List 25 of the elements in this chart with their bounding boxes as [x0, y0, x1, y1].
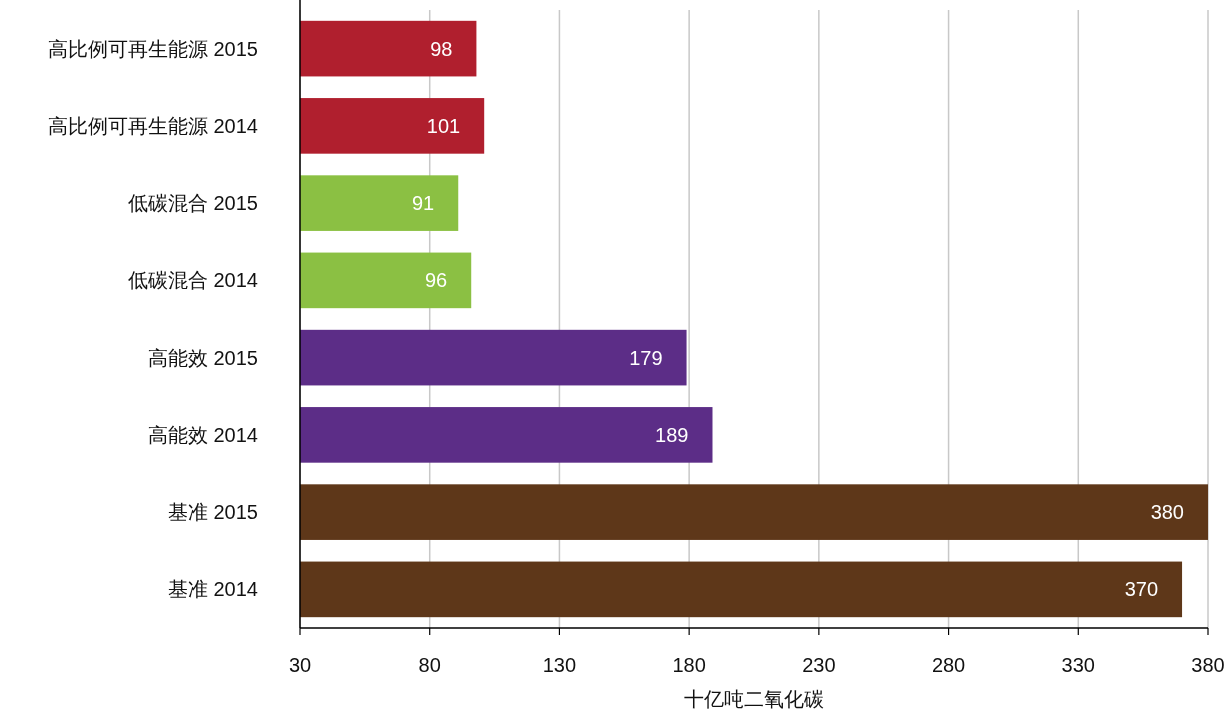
x-tick-label: 280	[931, 654, 966, 676]
data-label: 96	[424, 269, 448, 292]
y-tick-label: 基准 2014	[167, 578, 258, 601]
y-tick-label: 高比例可再生能源 2015	[47, 37, 258, 60]
data-label: 91	[412, 192, 435, 215]
x-axis-title: 十亿吨二氧化碳	[684, 688, 824, 710]
x-tick-label: 230	[802, 654, 836, 676]
y-tick-label: 基准 2015	[167, 501, 258, 524]
y-tick-label: 低碳混合 2015	[127, 192, 258, 215]
y-tick-label: 高能效 2015	[147, 346, 258, 369]
x-tick-label: 30	[288, 654, 312, 676]
x-tick-label: 130	[542, 654, 577, 676]
data-label: 380	[1150, 501, 1184, 524]
data-label: 179	[629, 346, 663, 369]
data-label: 189	[655, 423, 689, 446]
x-tick-label: 180	[672, 654, 706, 676]
data-label: 98	[430, 37, 453, 60]
y-tick-label: 低碳混合 2014	[127, 269, 258, 292]
data-label: 370	[1124, 578, 1159, 601]
x-tick-label: 80	[418, 654, 441, 676]
data-label: 101	[426, 114, 461, 137]
y-tick-label: 高能效 2014	[147, 423, 258, 446]
y-tick-label: 高比例可再生能源 2014	[47, 114, 258, 137]
x-tick-label: 380	[1191, 654, 1225, 676]
x-tick-label: 330	[1061, 654, 1095, 676]
